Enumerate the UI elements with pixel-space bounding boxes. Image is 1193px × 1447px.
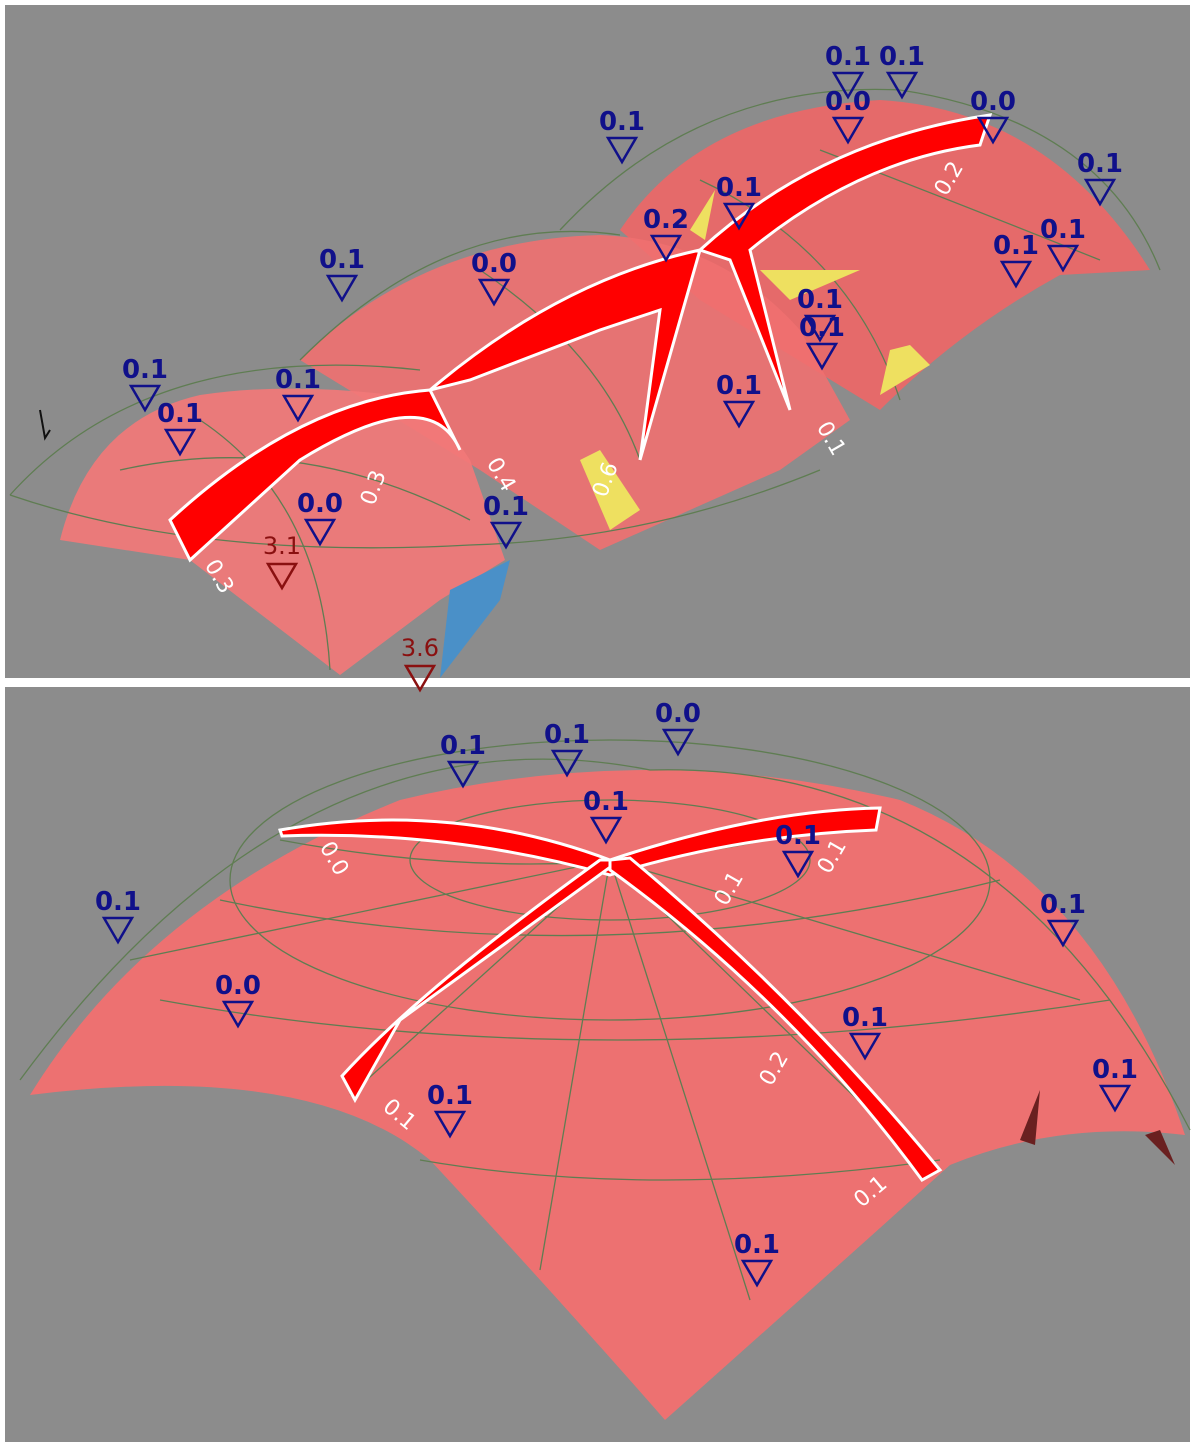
bottom-structure bbox=[19, 739, 1191, 1420]
marker-label: 0.1 bbox=[122, 355, 168, 385]
marker-label: 0.1 bbox=[734, 1230, 780, 1260]
marker-label: 0.1 bbox=[1040, 215, 1086, 245]
support-marker bbox=[661, 728, 695, 757]
marker-label: 0.1 bbox=[879, 42, 925, 72]
support-marker bbox=[805, 342, 839, 371]
support-marker bbox=[101, 916, 135, 945]
marker-label: 0.0 bbox=[297, 489, 343, 519]
support-marker bbox=[1046, 919, 1080, 948]
red-marker bbox=[265, 562, 299, 591]
marker-label: 0.1 bbox=[1040, 890, 1086, 920]
support-marker bbox=[221, 1000, 255, 1029]
support-marker bbox=[803, 314, 837, 343]
support-marker bbox=[477, 278, 511, 307]
marker-label: 0.1 bbox=[797, 285, 843, 315]
marker-label: 0.0 bbox=[825, 87, 871, 117]
support-marker bbox=[649, 234, 683, 263]
marker-label: 0.1 bbox=[799, 313, 845, 343]
marker-label: 0.1 bbox=[544, 720, 590, 750]
support-marker bbox=[589, 816, 623, 845]
support-marker bbox=[433, 1110, 467, 1139]
marker-label: 0.1 bbox=[716, 173, 762, 203]
marker-label: 0.1 bbox=[1077, 149, 1123, 179]
red-marker-label: 3.6 bbox=[401, 634, 439, 662]
marker-label: 0.1 bbox=[716, 371, 762, 401]
support-marker bbox=[781, 850, 815, 879]
support-marker bbox=[281, 394, 315, 423]
marker-label: 0.1 bbox=[775, 821, 821, 851]
support-marker bbox=[489, 521, 523, 550]
marker-label: 0.1 bbox=[599, 107, 645, 137]
marker-label: 0.1 bbox=[427, 1081, 473, 1111]
support-marker bbox=[128, 384, 162, 413]
support-marker bbox=[550, 749, 584, 778]
marker-label: 0.0 bbox=[471, 249, 517, 279]
support-marker bbox=[722, 400, 756, 429]
support-marker bbox=[605, 136, 639, 165]
support-marker bbox=[722, 202, 756, 231]
support-marker bbox=[163, 428, 197, 457]
marker-label: 0.1 bbox=[275, 365, 321, 395]
support-marker bbox=[1083, 178, 1117, 207]
marker-label: 0.1 bbox=[440, 731, 486, 761]
marker-label: 0.1 bbox=[95, 887, 141, 917]
support-marker bbox=[999, 260, 1033, 289]
marker-label: 0.1 bbox=[157, 399, 203, 429]
marker-label: 0.0 bbox=[215, 971, 261, 1001]
marker-label: 0.1 bbox=[993, 231, 1039, 261]
marker-label: 0.0 bbox=[970, 87, 1016, 117]
marker-label: 0.2 bbox=[643, 205, 689, 235]
support-marker bbox=[831, 71, 865, 100]
support-marker bbox=[831, 116, 865, 145]
support-marker bbox=[325, 274, 359, 303]
marker-label: 0.1 bbox=[1092, 1055, 1138, 1085]
support-marker bbox=[848, 1032, 882, 1061]
support-marker bbox=[1098, 1084, 1132, 1113]
support-marker bbox=[446, 760, 480, 789]
top-structure bbox=[9, 88, 1161, 678]
support-marker bbox=[303, 518, 337, 547]
support-marker bbox=[976, 116, 1010, 145]
marker-label: 0.1 bbox=[319, 245, 365, 275]
support-marker bbox=[740, 1259, 774, 1288]
marker-label: 0.1 bbox=[483, 492, 529, 522]
red-marker-label: 3.1 bbox=[263, 532, 301, 560]
marker-label: 0.1 bbox=[825, 42, 871, 72]
red-marker bbox=[403, 664, 437, 693]
marker-label: 0.1 bbox=[842, 1003, 888, 1033]
marker-label: 0.1 bbox=[583, 787, 629, 817]
support-marker bbox=[1046, 244, 1080, 273]
marker-label: 0.0 bbox=[655, 699, 701, 729]
support-marker bbox=[885, 71, 919, 100]
